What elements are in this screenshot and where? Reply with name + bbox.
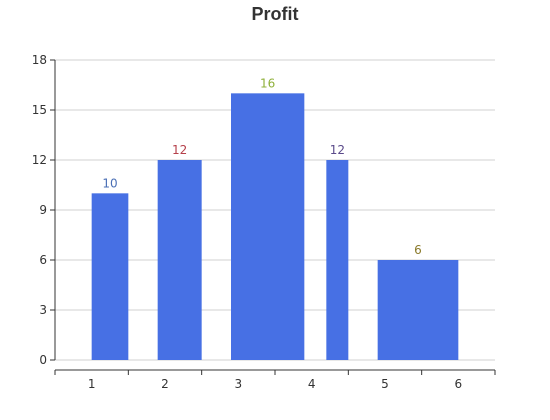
x-tick-label: 3 (235, 377, 243, 391)
data-label: 12 (172, 143, 187, 157)
y-tick-label: 0 (39, 353, 47, 367)
data-label: 16 (260, 76, 275, 90)
bar (326, 160, 349, 360)
data-label: 12 (330, 143, 345, 157)
data-labels: 10 12 16 12 6 (102, 76, 421, 257)
y-tick-label: 12 (32, 153, 47, 167)
bar (91, 193, 129, 360)
x-tick-label: 2 (161, 377, 169, 391)
bar (157, 160, 202, 360)
x-tick-label: 1 (88, 377, 96, 391)
bar (231, 93, 305, 360)
y-tick-label: 15 (32, 103, 47, 117)
data-label: 6 (414, 243, 422, 257)
y-tick-label: 18 (32, 53, 47, 67)
bars (91, 93, 459, 360)
data-label: 10 (102, 176, 117, 190)
y-tick-label: 6 (39, 253, 47, 267)
y-tick-label: 3 (39, 303, 47, 317)
x-tick-label: 6 (455, 377, 463, 391)
x-tick-label: 5 (381, 377, 389, 391)
y-tick-label: 9 (39, 203, 47, 217)
chart-title: Profit (251, 4, 299, 24)
bar (377, 260, 459, 360)
x-tick-label: 4 (308, 377, 316, 391)
